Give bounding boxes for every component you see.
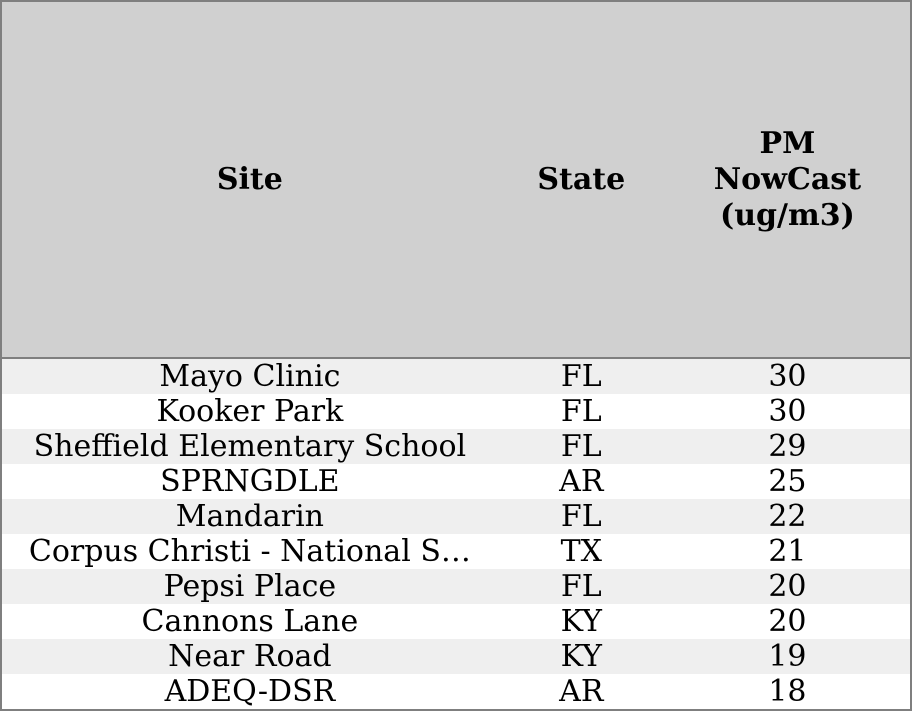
table-row: ADEQ-DSR AR 18 <box>2 674 910 709</box>
pm-nowcast-cell: 19 <box>768 639 807 674</box>
state-cell: KY <box>560 604 602 639</box>
table-body: Mayo Clinic FL 30 Kooker Park FL 30 Sheffield … <box>2 359 910 709</box>
state-cell: FL <box>560 429 602 464</box>
state-cell: AR <box>559 674 604 709</box>
pm-nowcast-cell: 18 <box>768 674 807 709</box>
state-cell: TX <box>560 534 602 569</box>
site-cell: Corpus Christi - National S… <box>28 534 471 569</box>
site-cell: SPRNGDLE <box>160 464 340 499</box>
table-row: Kooker Park FL 30 <box>2 394 910 429</box>
site-cell: Cannons Lane <box>141 604 359 639</box>
site-cell: ADEQ-DSR <box>164 674 336 709</box>
pm-nowcast-cell: 22 <box>768 499 807 534</box>
site-cell: Near Road <box>168 639 332 674</box>
state-cell: AR <box>559 464 604 499</box>
pm-nowcast-cell: 29 <box>768 429 807 464</box>
state-cell: FL <box>560 569 602 604</box>
pm-nowcast-cell: 30 <box>768 359 807 394</box>
table-row: SPRNGDLE AR 25 <box>2 464 910 499</box>
column-header-site: Site <box>216 161 283 197</box>
pm-nowcast-cell: 30 <box>768 394 807 429</box>
table-row: Pepsi Place FL 20 <box>2 569 910 604</box>
column-header-state: State <box>537 161 626 197</box>
table-row: Sheffield Elementary School FL 29 <box>2 429 910 464</box>
table-row: Cannons Lane KY 20 <box>2 604 910 639</box>
site-cell: Mandarin <box>175 499 325 534</box>
pm-nowcast-cell: 20 <box>768 569 807 604</box>
table-row: Mayo Clinic FL 30 <box>2 359 910 394</box>
site-cell: Sheffield Elementary School <box>33 429 467 464</box>
state-cell: KY <box>560 639 602 674</box>
state-cell: FL <box>560 394 602 429</box>
site-cell: Kooker Park <box>156 394 344 429</box>
state-cell: FL <box>560 499 602 534</box>
pm-nowcast-cell: 20 <box>768 604 807 639</box>
column-header-pm-nowcast: PM NowCast (ug/m3) <box>713 125 862 233</box>
site-cell: Mayo Clinic <box>159 359 341 394</box>
pm-nowcast-cell: 21 <box>768 534 807 569</box>
table-row: Mandarin FL 22 <box>2 499 910 534</box>
state-cell: FL <box>560 359 602 394</box>
table-row: Corpus Christi - National S… TX 21 <box>2 534 910 569</box>
table-row: Near Road KY 19 <box>2 639 910 674</box>
table-header-row: Site State PM NowCast (ug/m3) <box>2 2 910 359</box>
pm-nowcast-cell: 25 <box>768 464 807 499</box>
site-cell: Pepsi Place <box>163 569 337 604</box>
